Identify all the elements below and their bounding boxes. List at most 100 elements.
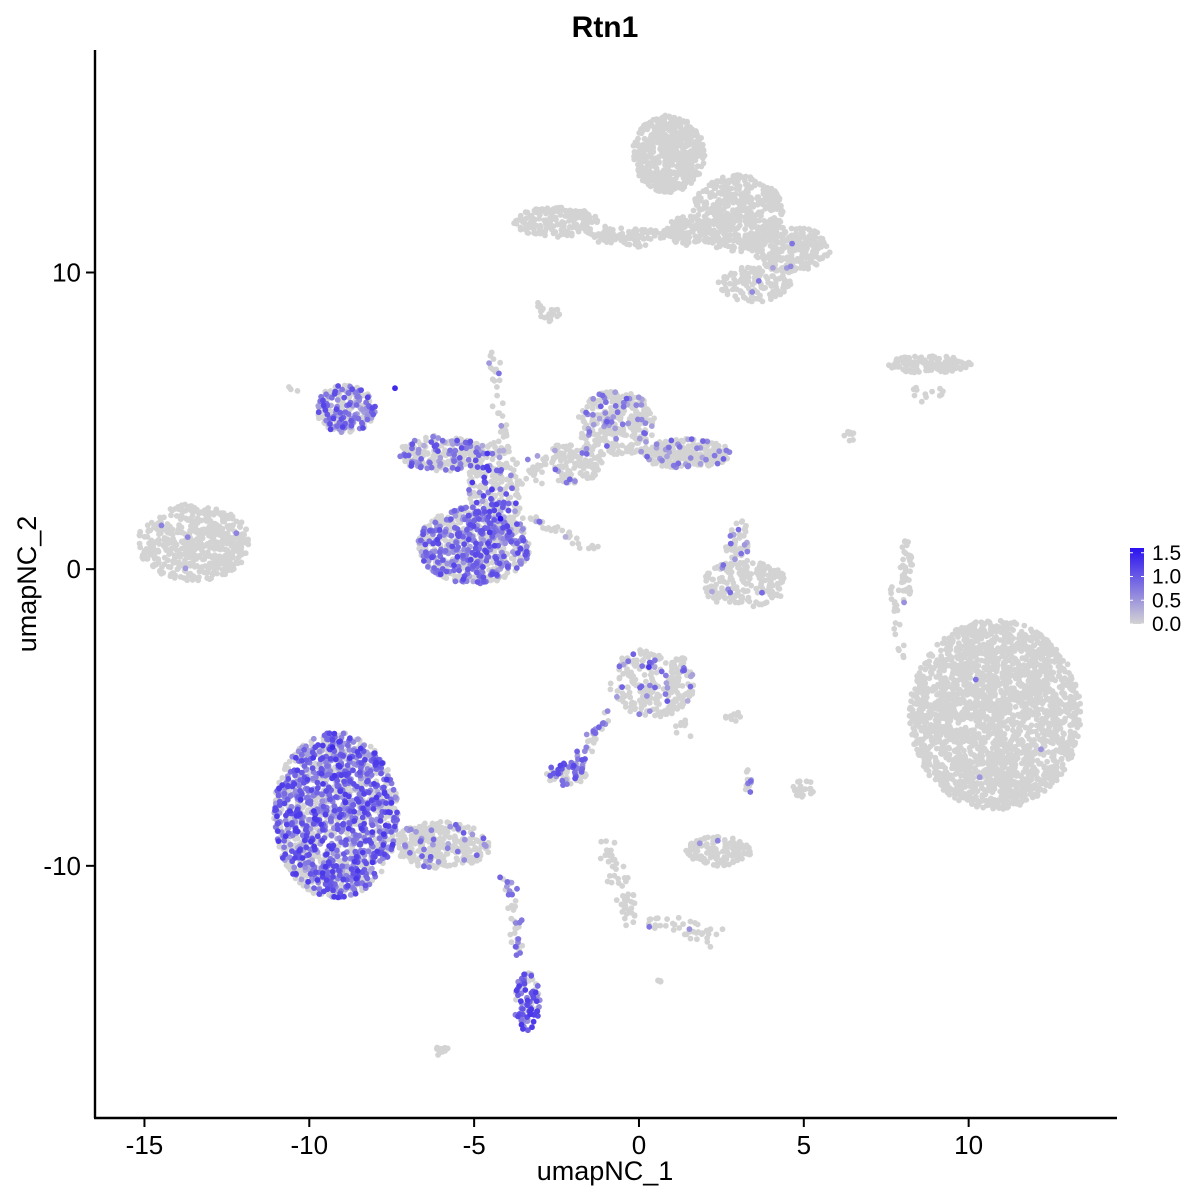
cell-point [721, 177, 728, 184]
cell-point [637, 162, 644, 169]
cell-point [734, 296, 741, 303]
cell-point [200, 556, 206, 563]
cell-point [714, 230, 721, 237]
cell-point [144, 522, 151, 529]
cell-point [704, 210, 711, 217]
cell-point [628, 441, 635, 448]
cell-point [717, 189, 724, 196]
cell-point [575, 414, 582, 420]
cell-point [716, 575, 723, 582]
cell-point [512, 492, 519, 498]
cell-point [696, 217, 703, 224]
cell-point [715, 279, 722, 286]
cell-point [648, 133, 654, 140]
cell-point [796, 234, 803, 241]
cell-point [911, 369, 918, 376]
cell-point [638, 167, 645, 174]
cell-point [176, 525, 183, 532]
cell-point [679, 119, 685, 125]
cell-point [778, 232, 784, 238]
cell-point [780, 239, 787, 245]
cell-point [735, 186, 742, 193]
cell-point [194, 519, 201, 526]
cell-point [217, 527, 224, 533]
cell-point [935, 366, 942, 373]
cell-point [196, 568, 203, 575]
cell-point [727, 280, 733, 287]
cell-point [597, 435, 604, 442]
cell-point [214, 545, 221, 552]
cell-point [729, 247, 735, 254]
cell-point [663, 463, 670, 469]
cell-point [775, 567, 781, 573]
cell-point [668, 219, 675, 225]
cell-point [648, 154, 655, 161]
cell-point [676, 220, 683, 226]
cell-point [795, 246, 802, 253]
cell-point [1044, 758, 1050, 765]
cell-point [761, 197, 768, 204]
cell-point [215, 565, 221, 571]
cell-point [738, 248, 745, 255]
cell-point [710, 576, 716, 583]
cell-point [168, 545, 175, 552]
cell-point [636, 421, 642, 428]
cell-point [743, 569, 749, 575]
cell-point [778, 202, 784, 209]
cell-point [805, 239, 811, 245]
cell-point [749, 224, 755, 231]
cell-point [738, 242, 745, 249]
cell-point [189, 554, 196, 560]
cell-point [438, 513, 445, 519]
cell-point [762, 254, 768, 261]
cell-point [589, 219, 595, 226]
cell-point [677, 130, 683, 136]
cell-point [219, 571, 226, 578]
cell-point [527, 222, 533, 229]
cell-point [631, 430, 638, 437]
cell-point [144, 556, 151, 562]
cell-point [230, 562, 237, 568]
cell-point [679, 226, 685, 232]
cell-point [823, 243, 830, 250]
cell-point [654, 123, 661, 130]
cell-point [949, 357, 956, 364]
cell-point [666, 141, 673, 148]
cell-point [178, 512, 185, 519]
cell-point [692, 155, 699, 162]
cell-point [942, 369, 948, 375]
cell-point [675, 168, 682, 175]
cell-point [714, 178, 720, 185]
cell-point [770, 256, 777, 263]
cell-point [155, 527, 162, 534]
cell-point [778, 248, 785, 255]
cell-point [728, 569, 735, 576]
cell-point [693, 132, 700, 139]
cell-point [635, 152, 642, 158]
chart-title: Rtn1 [572, 11, 639, 44]
cell-point [187, 527, 194, 534]
cell-point [592, 461, 599, 468]
cell-point [584, 403, 591, 410]
cell-point [163, 547, 170, 553]
cell-point [209, 526, 216, 533]
cell-point [711, 221, 717, 228]
cell-point [776, 195, 783, 202]
cell-point [663, 188, 670, 195]
cell-point [680, 144, 687, 151]
cell-point [777, 291, 784, 298]
cell-point [681, 179, 688, 186]
cell-point [214, 539, 221, 546]
cell-point [557, 205, 564, 211]
cell-point [699, 206, 706, 212]
cell-point [423, 434, 429, 441]
cell-point [923, 367, 929, 374]
cell-point [173, 547, 180, 553]
cell-point [161, 514, 167, 521]
cell-point [651, 173, 657, 180]
cell-point [723, 274, 730, 281]
cell-point [896, 363, 903, 370]
cell-point [674, 181, 681, 188]
cell-point [701, 152, 708, 159]
cell-point [913, 362, 920, 368]
